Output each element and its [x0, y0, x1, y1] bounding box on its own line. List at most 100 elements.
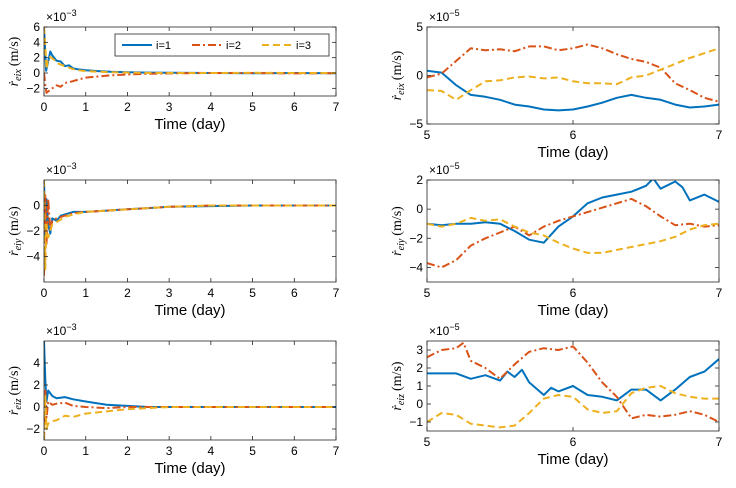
- series-line-2: [44, 389, 336, 440]
- x-tick-label: 7: [716, 435, 723, 449]
- series-line-1: [427, 180, 719, 244]
- y-axis-label: ṙeix(m/s): [7, 36, 24, 86]
- series-line-2: [427, 43, 719, 103]
- y-tick-label: −2: [409, 231, 423, 245]
- x-tick-label: 1: [82, 444, 89, 458]
- x-tick-label: 5: [249, 444, 256, 458]
- x-tick-label: 4: [208, 100, 215, 114]
- y-tick-label: 2: [416, 173, 423, 187]
- y-tick-label: 6: [33, 20, 40, 34]
- x-tick-label: 2: [124, 444, 131, 458]
- y-tick-label: 2: [33, 378, 40, 392]
- y-tick-label: 2: [416, 361, 423, 375]
- x-tick-label: 0: [41, 444, 48, 458]
- x-tick-label: 4: [208, 286, 215, 300]
- legend: i=1 i=2 i=3: [114, 33, 330, 57]
- x-tick-label: 5: [424, 286, 431, 300]
- axis-multiplier: ×10−5: [429, 161, 460, 177]
- y-tick-label: −2: [26, 224, 40, 238]
- y-tick-label: −4: [26, 250, 40, 264]
- x-tick-label: 6: [291, 286, 298, 300]
- x-tick-label: 5: [424, 435, 431, 449]
- axis-multiplier: ×10−5: [429, 322, 460, 338]
- y-tick-label: −2: [26, 422, 40, 436]
- x-tick-label: 0: [41, 286, 48, 300]
- y-tick-label: 0: [416, 397, 423, 411]
- y-tick-label: 5: [416, 20, 423, 34]
- x-tick-label: 5: [249, 286, 256, 300]
- y-tick-label: 0: [416, 202, 423, 216]
- legend-label-1: i=1: [156, 40, 171, 52]
- x-axis-label: Time (day): [154, 116, 225, 133]
- y-axis-label: ṙeiy(m/s): [7, 206, 24, 256]
- legend-label-2: i=2: [226, 40, 241, 52]
- axis-multiplier: ×10−3: [46, 161, 77, 177]
- series-group: [427, 180, 719, 269]
- series-line-3: [44, 180, 336, 271]
- y-tick-label: −1: [409, 415, 423, 429]
- subplot-p2: 5 6 7 −5 0 5 ×10−5 Time (day) ṙeix(m/s): [390, 8, 723, 161]
- series-line-1: [44, 180, 336, 239]
- series-line-1: [44, 341, 336, 408]
- x-axis-label: Time (day): [537, 451, 608, 468]
- series-line-1: [427, 69, 719, 112]
- series-line-3: [44, 27, 336, 74]
- series-line-3: [427, 385, 719, 429]
- y-tick-label: −2: [26, 81, 40, 95]
- x-tick-label: 1: [82, 286, 89, 300]
- series-line-3: [427, 216, 719, 254]
- series-line-3: [44, 395, 336, 440]
- y-tick-label: 1: [416, 379, 423, 393]
- axis-multiplier: ×10−3: [46, 322, 77, 338]
- series-line-1: [44, 27, 336, 75]
- legend-box: [114, 33, 330, 57]
- x-tick-label: 3: [166, 286, 173, 300]
- series-group: [44, 341, 336, 440]
- y-axis-label: ṙeix(m/s): [390, 50, 407, 100]
- x-tick-label: 2: [124, 286, 131, 300]
- series-group: [427, 43, 719, 112]
- x-tick-label: 5: [424, 128, 431, 142]
- axis-multiplier: ×10−3: [46, 8, 77, 24]
- series-line-2: [427, 341, 719, 423]
- x-tick-label: 7: [716, 128, 723, 142]
- y-tick-label: −5: [409, 117, 423, 131]
- x-tick-label: 7: [333, 286, 340, 300]
- x-tick-label: 5: [249, 100, 256, 114]
- axes-box: [426, 179, 720, 283]
- series-line-1: [427, 358, 719, 402]
- y-axis-label: ṙeiz(m/s): [7, 366, 24, 415]
- x-tick-label: 3: [166, 444, 173, 458]
- x-axis-label: Time (day): [154, 302, 225, 319]
- axes-box: [43, 340, 337, 441]
- y-axis-label: ṙeiz(m/s): [390, 361, 407, 410]
- series-group: [427, 341, 719, 429]
- x-tick-label: 6: [291, 444, 298, 458]
- x-axis-label: Time (day): [537, 144, 608, 161]
- subplot-p3: 0 1 2 3 4 5 6 7 −4 −2 0 ×10−3 Time (day) ṙeiy(m/s): [7, 161, 340, 319]
- series-line-3: [427, 47, 719, 101]
- y-tick-label: 0: [33, 66, 40, 80]
- subplot-p6: 5 6 7 −1 0 1 2 3 ×10−5 Time (day) ṙeiz(m/s): [390, 322, 723, 468]
- y-tick-label: 4: [33, 35, 40, 49]
- x-tick-label: 6: [570, 435, 577, 449]
- x-tick-label: 3: [166, 100, 173, 114]
- legend-label-3: i=3: [296, 40, 311, 52]
- x-axis-label: Time (day): [537, 302, 608, 319]
- x-tick-label: 6: [570, 128, 577, 142]
- axis-multiplier: ×10−5: [429, 8, 460, 24]
- x-tick-label: 2: [124, 100, 131, 114]
- x-tick-label: 6: [570, 286, 577, 300]
- y-tick-label: 0: [416, 69, 423, 83]
- subplot-p4: 5 6 7 −4 −2 0 2 ×10−5 Time (day) ṙeiy(m/s): [390, 161, 723, 319]
- x-tick-label: 4: [208, 444, 215, 458]
- x-tick-label: 6: [291, 100, 298, 114]
- y-tick-label: 3: [416, 343, 423, 357]
- y-tick-label: 0: [33, 199, 40, 213]
- x-tick-label: 1: [82, 100, 89, 114]
- x-axis-label: Time (day): [154, 460, 225, 477]
- x-tick-label: 0: [41, 100, 48, 114]
- x-tick-label: 7: [333, 444, 340, 458]
